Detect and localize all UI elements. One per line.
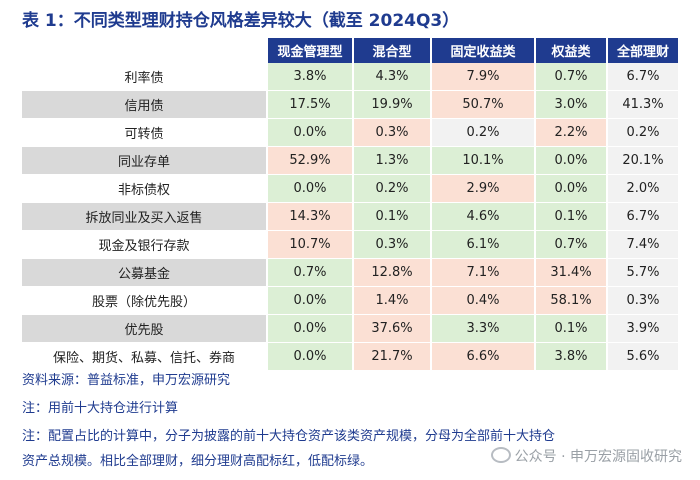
- row-label: 现金及银行存款: [22, 231, 266, 259]
- column-header: 固定收益类: [430, 38, 534, 63]
- table-cell: 0.0%: [534, 147, 606, 175]
- table-cell: 37.6%: [352, 315, 430, 343]
- note-3: 资产总规模。相比全部理财，细分理财高配标红，低配标绿。: [22, 454, 374, 469]
- table-cell: 0.4%: [430, 287, 534, 315]
- source-note: 资料来源：普益标准，申万宏源研究: [22, 373, 231, 388]
- table-cell: 0.0%: [266, 119, 352, 147]
- table-cell: 0.1%: [352, 203, 430, 231]
- table-cell: 0.7%: [266, 259, 352, 287]
- table-cell: 2.2%: [534, 119, 606, 147]
- table-cell: 3.3%: [430, 315, 534, 343]
- allocation-table: 现金管理型 混合型 固定收益类 权益类 全部理财 利率债 3.8% 4.3% 7.9%…: [22, 38, 678, 371]
- table-row: 现金及银行存款 10.7% 0.3% 6.1% 0.7% 7.4%: [22, 231, 678, 259]
- table-cell: 31.4%: [534, 259, 606, 287]
- row-label: 保险、期货、私募、信托、券商: [22, 343, 266, 371]
- table-cell: 0.2%: [430, 119, 534, 147]
- table-cell: 12.8%: [352, 259, 430, 287]
- table-cell: 0.0%: [266, 175, 352, 203]
- table-cell: 5.6%: [606, 343, 678, 371]
- table-cell: 21.7%: [352, 343, 430, 371]
- table-title: 表 1：不同类型理财持仓风格差异较大（截至 2024Q3）: [22, 11, 460, 31]
- table-cell: 17.5%: [266, 91, 352, 119]
- table-cell: 2.0%: [606, 175, 678, 203]
- table-row: 利率债 3.8% 4.3% 7.9% 0.7% 6.7%: [22, 63, 678, 91]
- table-cell: 6.1%: [430, 231, 534, 259]
- table-cell: 3.0%: [534, 91, 606, 119]
- row-label: 公募基金: [22, 259, 266, 287]
- row-label: 利率债: [22, 63, 266, 91]
- table-row: 优先股 0.0% 37.6% 3.3% 0.1% 3.9%: [22, 315, 678, 343]
- table-cell: 6.7%: [606, 203, 678, 231]
- table-cell: 20.1%: [606, 147, 678, 175]
- table-cell: 10.7%: [266, 231, 352, 259]
- table-cell: 6.7%: [606, 63, 678, 91]
- table-cell: 0.3%: [606, 287, 678, 315]
- table-cell: 52.9%: [266, 147, 352, 175]
- table-row: 拆放同业及买入返售 14.3% 0.1% 4.6% 0.1% 6.7%: [22, 203, 678, 231]
- table-cell: 0.0%: [266, 315, 352, 343]
- table-cell: 0.3%: [352, 231, 430, 259]
- table-cell: 41.3%: [606, 91, 678, 119]
- table-cell: 3.8%: [534, 343, 606, 371]
- row-label: 拆放同业及买入返售: [22, 203, 266, 231]
- table-cell: 0.7%: [534, 63, 606, 91]
- row-label: 信用债: [22, 91, 266, 119]
- table-cell: 0.0%: [266, 287, 352, 315]
- table-row: 公募基金 0.7% 12.8% 7.1% 31.4% 5.7%: [22, 259, 678, 287]
- table-cell: 3.8%: [266, 63, 352, 91]
- table-cell: 0.7%: [534, 231, 606, 259]
- row-label: 优先股: [22, 315, 266, 343]
- table-cell: 7.4%: [606, 231, 678, 259]
- table-cell: 1.3%: [352, 147, 430, 175]
- table-cell: 0.0%: [534, 175, 606, 203]
- column-header: 全部理财: [606, 38, 678, 63]
- table-cell: 50.7%: [430, 91, 534, 119]
- table-cell: 0.1%: [534, 203, 606, 231]
- row-label: 非标债权: [22, 175, 266, 203]
- header-corner: [22, 38, 266, 63]
- column-header: 现金管理型: [266, 38, 352, 63]
- row-label: 可转债: [22, 119, 266, 147]
- table-cell: 58.1%: [534, 287, 606, 315]
- table-row: 股票（除优先股） 0.0% 1.4% 0.4% 58.1% 0.3%: [22, 287, 678, 315]
- table-cell: 2.9%: [430, 175, 534, 203]
- table-cell: 6.6%: [430, 343, 534, 371]
- table-cell: 4.3%: [352, 63, 430, 91]
- table-cell: 1.4%: [352, 287, 430, 315]
- note-2: 注：配置占比的计算中，分子为披露的前十大持仓资产该类资产规模，分母为全部前十大持…: [22, 429, 556, 444]
- table-cell: 0.1%: [534, 315, 606, 343]
- table-row: 保险、期货、私募、信托、券商 0.0% 21.7% 6.6% 3.8% 5.6%: [22, 343, 678, 371]
- table-cell: 0.0%: [266, 343, 352, 371]
- table-cell: 0.3%: [352, 119, 430, 147]
- row-label: 同业存单: [22, 147, 266, 175]
- table-cell: 14.3%: [266, 203, 352, 231]
- table-row: 信用债 17.5% 19.9% 50.7% 3.0% 41.3%: [22, 91, 678, 119]
- table-cell: 7.9%: [430, 63, 534, 91]
- wechat-icon: [490, 447, 511, 463]
- table-row: 非标债权 0.0% 0.2% 2.9% 0.0% 2.0%: [22, 175, 678, 203]
- note-1: 注：用前十大持仓进行计算: [22, 401, 179, 416]
- watermark: 公众号 · 申万宏源固收研究: [490, 446, 682, 466]
- column-header: 混合型: [352, 38, 430, 63]
- table-cell: 3.9%: [606, 315, 678, 343]
- table-cell: 10.1%: [430, 147, 534, 175]
- table-cell: 0.2%: [352, 175, 430, 203]
- column-header: 权益类: [534, 38, 606, 63]
- table-row: 同业存单 52.9% 1.3% 10.1% 0.0% 20.1%: [22, 147, 678, 175]
- table-cell: 19.9%: [352, 91, 430, 119]
- table-header-row: 现金管理型 混合型 固定收益类 权益类 全部理财: [22, 38, 678, 63]
- table-cell: 7.1%: [430, 259, 534, 287]
- table-row: 可转债 0.0% 0.3% 0.2% 2.2% 0.2%: [22, 119, 678, 147]
- table-cell: 0.2%: [606, 119, 678, 147]
- table-cell: 4.6%: [430, 203, 534, 231]
- watermark-text: 公众号 · 申万宏源固收研究: [514, 449, 682, 465]
- row-label: 股票（除优先股）: [22, 287, 266, 315]
- table-cell: 5.7%: [606, 259, 678, 287]
